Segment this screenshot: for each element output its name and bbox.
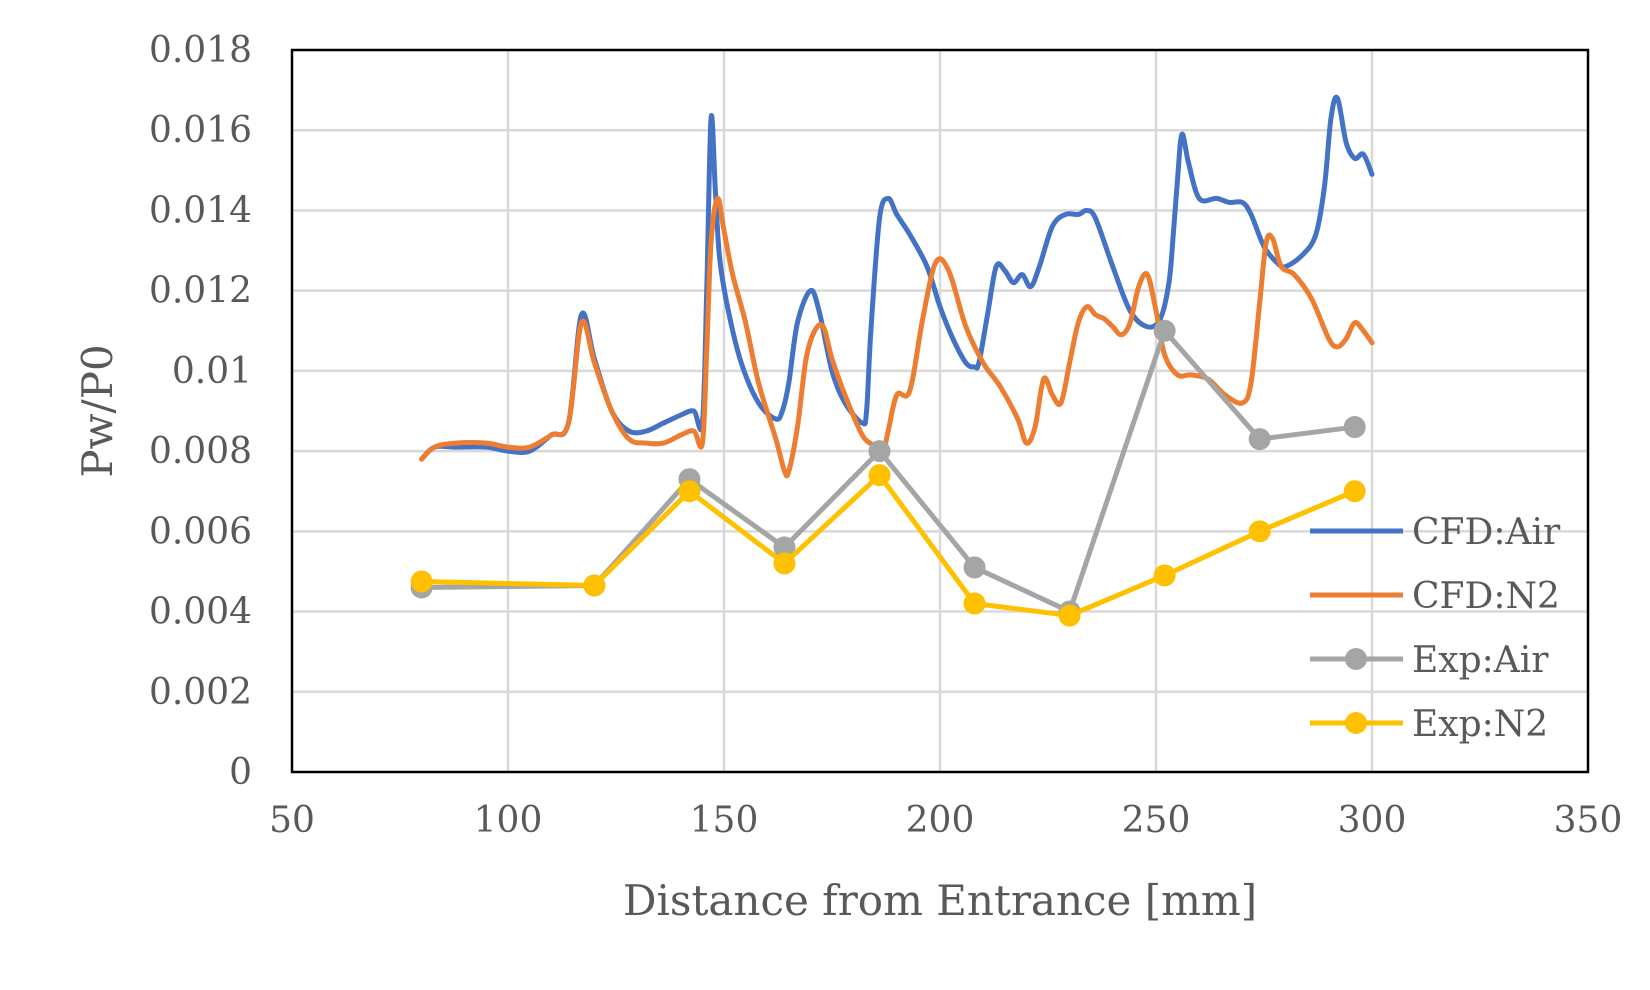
legend-label-cfd-air: CFD:Air <box>1412 512 1561 553</box>
gridlines <box>292 50 1588 772</box>
data-point-exp-n2 <box>1058 604 1081 627</box>
y-tick-label: 0 <box>229 752 252 793</box>
data-point-exp-air <box>1343 416 1366 439</box>
x-tick-label: 350 <box>1554 800 1623 841</box>
x-tick-label: 200 <box>906 800 975 841</box>
legend: CFD:Air CFD:N2 Exp:Air Exp:N2 <box>1310 512 1561 745</box>
x-tick-label: 150 <box>690 800 759 841</box>
data-point-exp-n2 <box>868 464 891 487</box>
data-point-exp-n2 <box>583 574 606 597</box>
data-point-exp-n2 <box>963 592 986 615</box>
data-point-exp-n2 <box>773 552 796 575</box>
y-tick-label: 0.004 <box>149 592 252 633</box>
x-tick-label: 100 <box>474 800 543 841</box>
data-point-exp-n2 <box>1153 564 1176 587</box>
data-point-exp-air <box>963 556 986 579</box>
plot-area <box>290 48 1590 774</box>
y-tick-label: 0.01 <box>172 351 252 392</box>
legend-label-exp-n2: Exp:N2 <box>1412 704 1548 745</box>
x-axis-title: Distance from Entrance [mm] <box>623 876 1257 925</box>
data-point-exp-air <box>1153 319 1176 342</box>
x-tick-label: 50 <box>269 800 315 841</box>
series-line-cfd-n2 <box>419 195 1375 479</box>
y-axis-title: Pw/P0 <box>73 344 122 477</box>
y-tick-label: 0.014 <box>149 190 252 231</box>
data-point-exp-n2 <box>1248 520 1271 543</box>
legend-marker-exp-n2 <box>1345 712 1367 734</box>
legend-marker-exp-air <box>1345 648 1367 670</box>
y-tick-label: 0.002 <box>149 672 252 713</box>
x-tick-label: 300 <box>1338 800 1407 841</box>
data-point-exp-n2 <box>1343 480 1366 503</box>
y-tick-label: 0.018 <box>149 30 252 71</box>
y-tick-label: 0.016 <box>149 110 252 151</box>
legend-label-exp-air: Exp:Air <box>1412 640 1549 681</box>
x-tick-label: 250 <box>1122 800 1191 841</box>
data-point-exp-n2 <box>678 480 701 503</box>
data-point-exp-n2 <box>410 570 433 593</box>
series-line-exp-air <box>419 328 1358 615</box>
y-tick-label: 0.012 <box>149 271 252 312</box>
y-axis-ticks: 0 0.002 0.004 0.006 0.008 0.01 0.012 0.014 0.016… <box>149 30 252 793</box>
data-point-exp-air <box>1248 428 1271 451</box>
y-tick-label: 0.008 <box>149 431 252 472</box>
series-line-cfd-air <box>419 94 1375 462</box>
series-group <box>410 94 1375 627</box>
data-point-exp-air <box>773 536 796 559</box>
legend-label-cfd-n2: CFD:N2 <box>1412 576 1560 617</box>
series-line-exp-n2 <box>419 472 1358 619</box>
y-tick-label: 0.006 <box>149 511 252 552</box>
x-axis-ticks: 50 100 150 200 250 300 350 <box>269 800 1622 841</box>
data-point-exp-air <box>868 440 891 463</box>
